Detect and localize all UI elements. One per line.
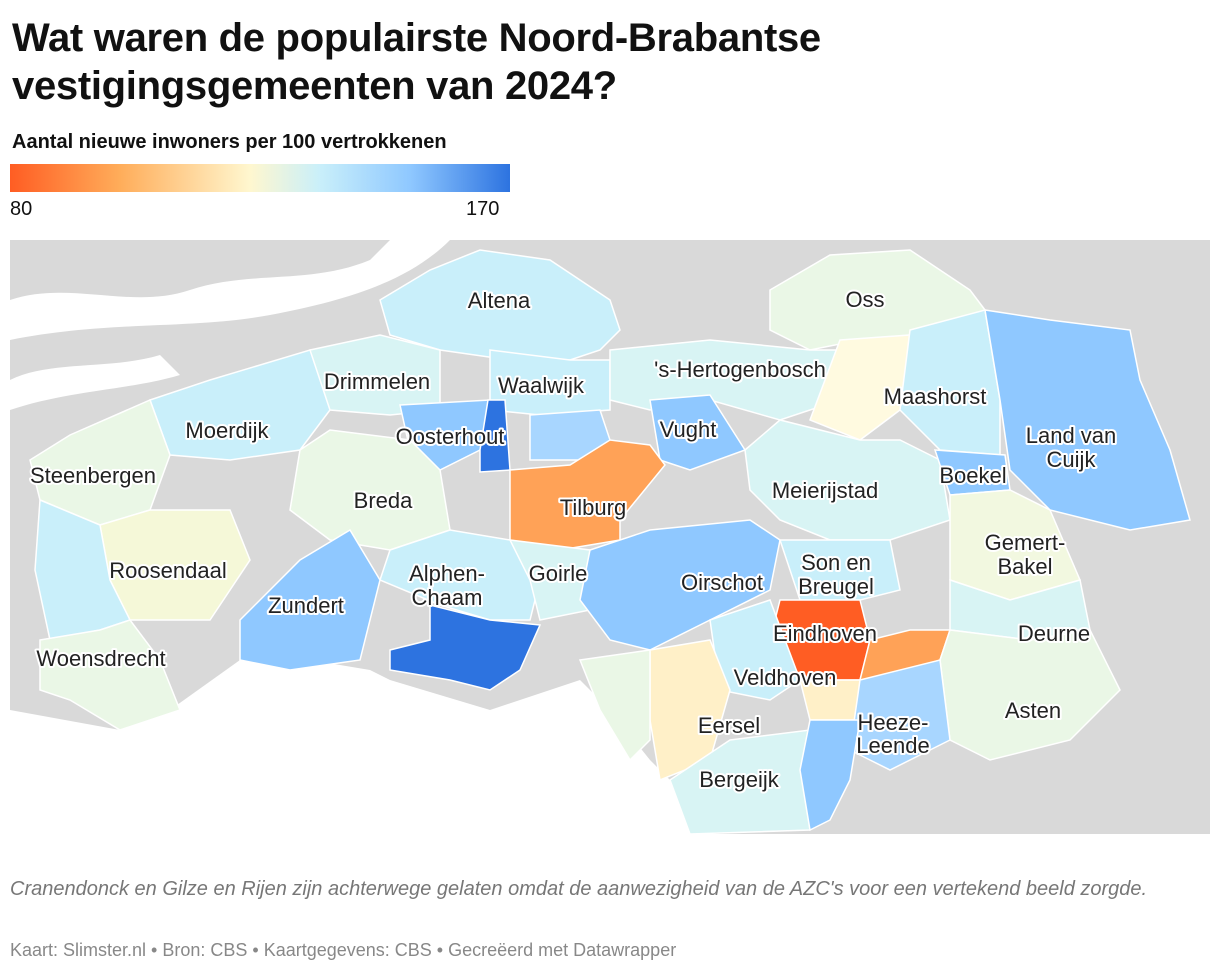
label-drimmelen: Drimmelen: [324, 369, 430, 394]
region-asten[interactable]: [939, 629, 1121, 761]
label-veldhoven: Veldhoven: [734, 665, 837, 690]
label-eindhoven: Eindhoven: [773, 621, 877, 646]
region-bergeijk-east[interactable]: [799, 719, 861, 832]
municipality-labels: Altena Oss Drimmelen Waalwijk 's-Hertoge…: [28, 285, 1118, 794]
label-land-van-cuijk-1: Land van: [1026, 423, 1117, 448]
label-roosendaal: Roosendaal: [109, 558, 226, 583]
region-vught[interactable]: [649, 394, 747, 471]
region-alphen-chaam[interactable]: [379, 529, 541, 621]
label-oss: Oss: [845, 287, 884, 312]
belgium-area: [10, 660, 700, 834]
label-gemert-bakel-2: Bakel: [997, 554, 1052, 579]
region-land-van-cuijk[interactable]: [984, 309, 1191, 531]
region-maashorst[interactable]: [809, 334, 911, 441]
label-goirle: Goirle: [529, 561, 588, 586]
chart-title: Wat waren de populairste Noord-Brabantse…: [12, 16, 821, 108]
footnote: Cranendonck en Gilze en Rijen zijn achte…: [10, 878, 1148, 900]
label-hertogenbosch: 's-Hertogenbosch: [654, 357, 826, 382]
label-moerdijk: Moerdijk: [185, 418, 269, 443]
region-woensdrecht[interactable]: [39, 619, 181, 731]
label-bergeijk: Bergeijk: [699, 767, 779, 792]
label-vught: Vught: [660, 417, 717, 442]
label-gemert-bakel-1: Gemert-: [985, 530, 1066, 555]
choropleth-map: Altena Oss Drimmelen Waalwijk 's-Hertoge…: [10, 240, 1210, 834]
label-tilburg: Tilburg: [560, 495, 626, 520]
legend-max-label: 170: [466, 198, 500, 220]
municipality-shapes: [29, 249, 1191, 834]
label-deurne: Deurne: [1018, 621, 1090, 646]
source-credits: Kaart: Slimster.nl • Bron: CBS • Kaartge…: [10, 940, 677, 960]
legend-title: Aantal nieuwe inwoners per 100 vertrokke…: [12, 131, 447, 153]
label-boekel: Boekel: [939, 463, 1006, 488]
region-oirschot[interactable]: [579, 519, 781, 651]
label-meierijstad: Meierijstad: [772, 478, 878, 503]
label-breda: Breda: [354, 488, 413, 513]
label-zundert: Zundert: [268, 593, 344, 618]
label-heeze-leende-2: Leende: [856, 733, 929, 758]
label-heeze-leende-1: Heeze-: [858, 710, 929, 735]
label-land-van-cuijk-2: Cuijk: [1047, 447, 1097, 472]
label-oosterhout: Oosterhout: [396, 424, 505, 449]
label-alphen-chaam-1: Alphen-: [409, 561, 485, 586]
label-waalwijk: Waalwijk: [498, 373, 585, 398]
region-oosterhout-dark[interactable]: [479, 399, 511, 473]
river-water: [10, 240, 450, 340]
color-legend-bar: [10, 164, 510, 192]
label-son-en-breugel-1: Son en: [801, 550, 871, 575]
legend-min-label: 80: [10, 198, 33, 220]
label-maashorst: Maashorst: [884, 384, 987, 409]
label-oirschot: Oirschot: [681, 570, 763, 595]
label-steenbergen: Steenbergen: [30, 463, 156, 488]
region-alphen-chaam-south[interactable]: [389, 604, 542, 691]
estuary-water: [10, 355, 180, 410]
label-altena: Altena: [468, 288, 531, 313]
region-reusel[interactable]: [578, 649, 651, 762]
label-eersel: Eersel: [698, 713, 760, 738]
label-woensdrecht: Woensdrecht: [36, 646, 165, 671]
region-zundert[interactable]: [239, 528, 381, 671]
label-asten: Asten: [1005, 698, 1061, 723]
label-alphen-chaam-2: Chaam: [412, 585, 483, 610]
label-son-en-breugel-2: Breugel: [798, 574, 874, 599]
region-moerdijk[interactable]: [149, 349, 331, 461]
